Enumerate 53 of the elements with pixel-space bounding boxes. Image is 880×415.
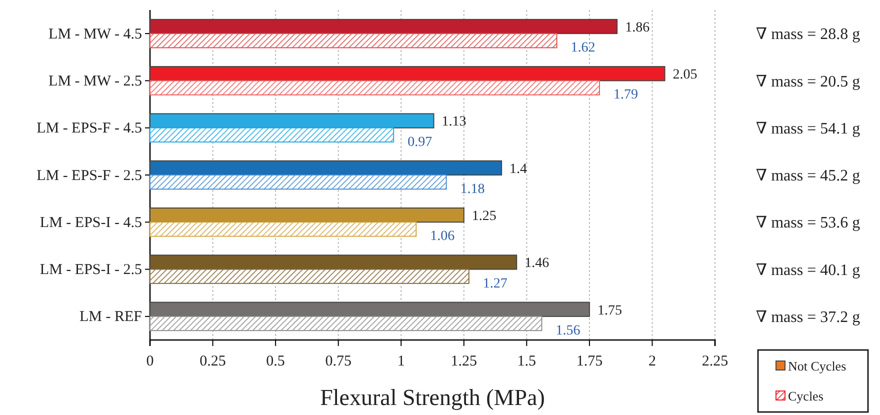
- y-tick-label: LM - MW - 2.5: [48, 74, 142, 90]
- bar: [150, 316, 542, 332]
- bar: [150, 174, 447, 190]
- bar: [150, 222, 417, 237]
- x-tick-label: 1.25: [450, 354, 478, 370]
- data-label: 1.75: [597, 303, 622, 318]
- x-tick-label: 2: [648, 354, 656, 370]
- bar: [150, 33, 558, 48]
- data-label: 1.25: [472, 208, 496, 224]
- data-label: 1.4: [510, 162, 528, 177]
- x-tick-label: 0.25: [200, 354, 226, 370]
- text: ∇ mass = 54.1 g: [756, 120, 860, 138]
- text: ∇ mass = 53.6 g: [756, 214, 860, 232]
- text: Cycles: [788, 388, 824, 404]
- x-tick-label: 1.5: [517, 354, 536, 370]
- bar: [150, 80, 600, 96]
- data-label: 1.18: [460, 182, 485, 197]
- data-label: 1.13: [442, 114, 466, 130]
- y-tick-label: LM - EPS-I - 4.5: [40, 214, 142, 231]
- bar: [150, 160, 502, 176]
- y-tick-label: LM - EPS-F - 4.5: [36, 120, 142, 137]
- bar: [150, 302, 590, 317]
- bar: [150, 208, 464, 223]
- bar: [150, 18, 618, 34]
- data-label: 1.27: [482, 276, 508, 292]
- data-label: 1.56: [556, 323, 580, 338]
- text: ∇ mass = 45.2 g: [756, 168, 860, 185]
- data-label: 1.86: [625, 20, 650, 36]
- data-label: 1.79: [613, 88, 638, 103]
- y-tick-label: LM - REF: [79, 309, 142, 326]
- y-tick-label: LM - EPS-I - 2.5: [40, 262, 142, 278]
- x-tick-label: 0.5: [266, 354, 285, 370]
- data-label: 1.46: [524, 256, 550, 272]
- text: Not Cycles: [788, 358, 846, 374]
- data-label: 1.06: [430, 229, 455, 244]
- x-tick-label: 0: [146, 354, 154, 370]
- y-tick-label: LM - EPS-F - 2.5: [36, 168, 142, 184]
- y-tick-label: LM - MW - 4.5: [48, 26, 142, 42]
- x-tick-label: 0.75: [325, 354, 352, 370]
- data-label: 2.05: [672, 68, 698, 83]
- data-label: 0.97: [408, 134, 432, 150]
- bar: [150, 268, 470, 284]
- x-tick-label: 2.25: [702, 354, 728, 370]
- text: ∇ mass = 28.8 g: [756, 26, 860, 44]
- text: ∇ mass = 40.1 g: [756, 262, 860, 279]
- x-tick-label: 1: [397, 354, 405, 370]
- data-label: 1.62: [570, 40, 596, 56]
- x-tick-label: 1.75: [576, 354, 603, 370]
- x-axis-title: Flexural Strength (MPa): [320, 385, 545, 410]
- bar: [150, 66, 666, 82]
- text: ∇ mass = 37.2 g: [756, 309, 860, 326]
- bar: [150, 254, 518, 270]
- text: ∇ mass = 20.5 g: [756, 73, 860, 90]
